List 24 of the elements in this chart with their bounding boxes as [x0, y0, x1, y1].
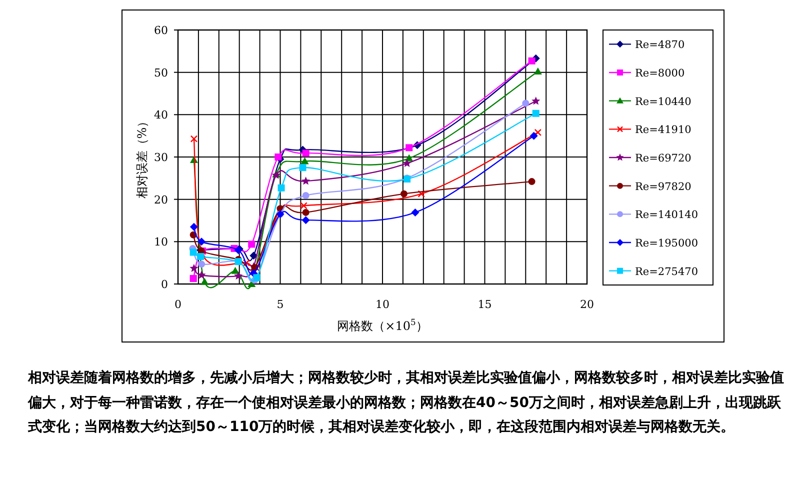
legend-label: Re=195000	[635, 238, 698, 250]
legend-label: Re=275470	[635, 266, 698, 278]
y-tick-label: 40	[154, 108, 168, 122]
y-tick-label: 50	[154, 66, 168, 80]
legend-label: Re=4870	[635, 39, 685, 52]
legend-label: Re=10440	[635, 96, 692, 108]
y-tick-label: 60	[154, 24, 168, 37]
x-tick-label: 20	[580, 298, 594, 311]
y-axis-title: 相对误差（%）	[135, 115, 149, 199]
y-tick-label: 20	[154, 193, 168, 206]
legend-label: Re=97820	[635, 180, 692, 193]
legend-label: Re=8000	[635, 68, 685, 80]
x-axis-title: 网格数（×10$^{5}$）	[337, 317, 428, 333]
x-tick-label: 10	[376, 298, 390, 311]
x-tick-label: 15	[478, 298, 492, 311]
legend-label: Re=140140	[635, 209, 698, 222]
legend-label: Re=41910	[635, 124, 692, 136]
legend-label: Re=69720	[635, 152, 692, 164]
text: 相对误差随着网格数的增多，先减小后增大；网格数较少时，其相对误差比实验值偏小，网格数较多时，相对误差比实验值偏大，对于每一种雷诺数，存在一个使相对误差最小的网格数；网格数在40～50万之间时，相对误差急剧上升，出现跳跃式变化；当网格数大约达到50～110万的时候，其相对误差变化较小，即，在这段范围内相对误差与网格数无关。	[28, 368, 785, 437]
y-tick-label: 10	[154, 236, 168, 249]
y-tick-label: 0	[161, 278, 168, 291]
x-tick-label: 0	[174, 298, 182, 311]
y-tick-label: 30	[154, 151, 168, 164]
x-tick-label: 5	[276, 298, 284, 311]
